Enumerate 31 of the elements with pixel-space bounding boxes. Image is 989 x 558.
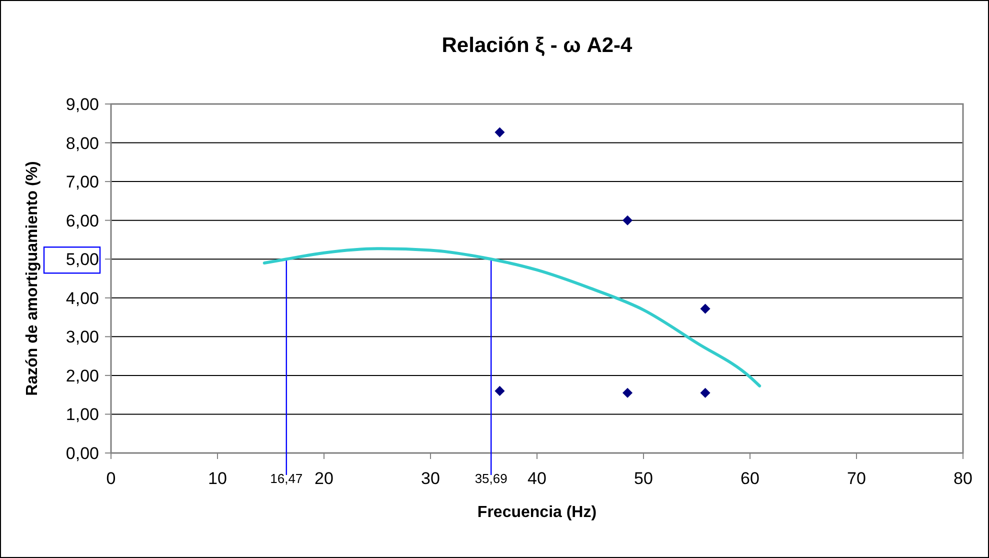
x-tick-label: 30 — [421, 469, 440, 488]
y-tick-label: 5,00 — [66, 250, 99, 270]
line-series — [262, 247, 762, 388]
ref-line-label: 35,69 — [474, 471, 508, 486]
point — [494, 386, 505, 396]
x-tick-label: 0 — [106, 469, 116, 488]
y-tick-label: 7,00 — [66, 172, 99, 192]
x-tick-label: 50 — [634, 469, 653, 488]
y-tick-label: 2,00 — [66, 366, 99, 386]
x-axis-title: Frecuencia (Hz) — [477, 504, 597, 521]
y-tick-label: 1,00 — [66, 405, 99, 424]
ref-line-label: 16,47 — [270, 471, 303, 486]
y-tick-label: 6,00 — [66, 211, 99, 230]
x-tick-label: 70 — [847, 469, 866, 488]
y-axis-title: Razón de amortiguamiento (%) — [24, 161, 41, 396]
x-tick-label: 60 — [740, 469, 760, 488]
y-tick-label: 9,00 — [66, 95, 99, 114]
chart-title: Relación ξ - ω A2-4 — [442, 34, 633, 57]
y-tick-label: 3,00 — [66, 328, 99, 347]
point — [494, 127, 505, 138]
x-tick-label: 40 — [528, 469, 546, 488]
y-tick-label: 8,00 — [66, 134, 99, 153]
point — [622, 388, 633, 398]
point — [700, 388, 710, 398]
x-tick-label: 10 — [208, 469, 227, 488]
y-tick-label: 4,00 — [66, 288, 99, 308]
x-tick-label: 20 — [314, 469, 334, 488]
point — [700, 304, 710, 314]
point — [622, 215, 633, 226]
x-tick-label: 80 — [954, 469, 972, 488]
y-tick-label: 0,00 — [66, 444, 99, 463]
